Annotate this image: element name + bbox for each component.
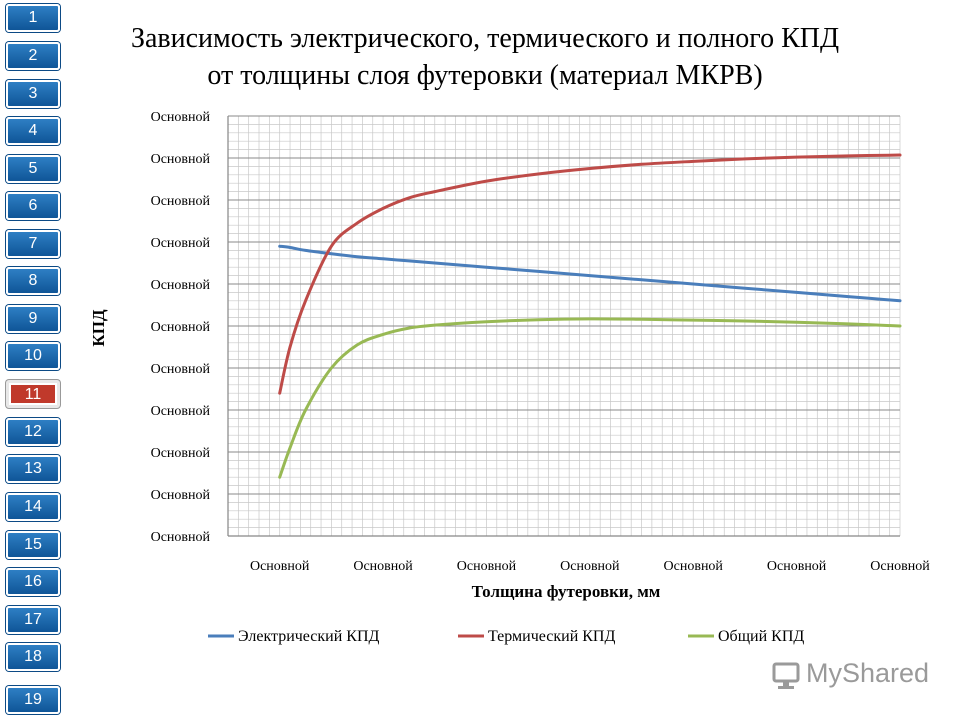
y-tick-label: Основной <box>151 236 211 251</box>
chart-tick-labels: Основной Основной Основной Основной Основной… <box>151 110 931 574</box>
slide-nav-button-13[interactable]: 13 <box>6 455 60 483</box>
slide-nav-button-1[interactable]: 1 <box>6 4 60 32</box>
slide-nav-button-12[interactable]: 12 <box>6 418 60 446</box>
legend-label: Термический КПД <box>488 628 615 645</box>
slide-nav-button-18[interactable]: 18 <box>6 643 60 671</box>
y-tick-label: Основной <box>151 320 211 335</box>
y-tick-label: Основной <box>151 530 211 545</box>
x-tick-label: Основной <box>353 559 413 574</box>
chart-series-lines <box>278 153 902 479</box>
x-tick-label: Основной <box>560 559 620 574</box>
y-axis-label: КПД <box>89 309 108 347</box>
chart-title: Зависимость электрического, термического… <box>70 20 900 94</box>
y-tick-label: Основной <box>151 110 211 125</box>
slide-nav-button-7[interactable]: 7 <box>6 230 60 258</box>
x-axis-label: Толщина футеровки, мм <box>472 582 661 601</box>
legend-label: Электрический КПД <box>238 628 380 645</box>
legend-label: Общий КПД <box>718 628 804 645</box>
y-tick-label: Основной <box>151 488 211 503</box>
slide-navigation: 1 2 3 4 5 6 7 8 9 10 11 12 13 14 15 16 17 18 19 <box>0 0 66 720</box>
slide-nav-button-5[interactable]: 5 <box>6 155 60 183</box>
slide-nav-button-11[interactable]: 11 <box>6 380 60 408</box>
slide-nav-button-4[interactable]: 4 <box>6 117 60 145</box>
y-tick-label: Основной <box>151 362 211 377</box>
slide-nav-button-9[interactable]: 9 <box>6 305 60 333</box>
series-line-1 <box>278 244 902 303</box>
chart-title-line-1: Зависимость электрического, термического… <box>130 23 840 54</box>
series-line-3 <box>278 317 902 479</box>
slide-nav-button-10[interactable]: 10 <box>6 342 60 370</box>
slide-nav-button-14[interactable]: 14 <box>6 493 60 521</box>
chart-legend: Электрический КПД Термический КПД Общий КП… <box>208 628 804 645</box>
slide-nav-button-17[interactable]: 17 <box>6 606 60 634</box>
slide-nav-button-8[interactable]: 8 <box>6 267 60 295</box>
x-tick-label: Основной <box>767 559 827 574</box>
x-tick-label: Основной <box>664 559 724 574</box>
slide-nav-button-2[interactable]: 2 <box>6 42 60 70</box>
x-tick-label: Основной <box>250 559 310 574</box>
y-tick-label: Основной <box>151 194 211 209</box>
chart-axes <box>227 116 900 537</box>
chart-grid <box>227 115 901 537</box>
chart-title-line-2: от толщины слоя футеровки (материал МКРВ… <box>207 60 763 91</box>
slide-nav-button-16[interactable]: 16 <box>6 568 60 596</box>
watermark: MyShared <box>772 656 932 696</box>
x-tick-label: Основной <box>457 559 517 574</box>
y-tick-label: Основной <box>151 446 211 461</box>
line-chart: Основной Основной Основной Основной Основной… <box>89 110 931 645</box>
y-tick-label: Основной <box>151 152 211 167</box>
slide-nav-button-6[interactable]: 6 <box>6 192 60 220</box>
monitor-icon <box>772 662 800 689</box>
watermark-text: MyShared <box>806 658 930 688</box>
slide-nav-button-15[interactable]: 15 <box>6 531 60 559</box>
x-tick-label: Основной <box>870 559 930 574</box>
series-line-2 <box>278 153 902 395</box>
slide-nav-button-19[interactable]: 19 <box>6 686 60 714</box>
slide-nav-button-3[interactable]: 3 <box>6 80 60 108</box>
y-tick-label: Основной <box>151 404 211 419</box>
y-tick-label: Основной <box>151 278 211 293</box>
